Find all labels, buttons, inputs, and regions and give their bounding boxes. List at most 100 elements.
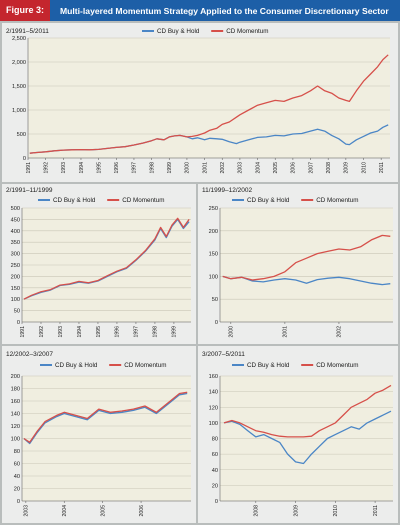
x-tick-label: 2004 <box>62 505 68 517</box>
y-tick-label: 160 <box>11 399 20 405</box>
y-tick-label: 20 <box>14 487 20 493</box>
momentum-series-line <box>222 234 391 281</box>
y-tick-label: 140 <box>11 412 20 418</box>
y-tick-label: 160 <box>209 374 218 380</box>
figure-header: Figure 3: Multi-layered Momentum Strateg… <box>0 0 400 21</box>
x-tick-label: 2002 <box>337 326 343 338</box>
y-tick-label: 0 <box>23 156 26 162</box>
x-tick-label: 1993 <box>58 326 64 338</box>
x-tick-label: 1994 <box>79 162 85 174</box>
legend-label: CD Buy & Hold <box>53 197 96 204</box>
y-tick-label: 120 <box>209 405 218 411</box>
period-label: 11/1999–12/2002 <box>202 187 253 194</box>
y-tick-label: 180 <box>11 387 20 393</box>
plot-area <box>28 38 390 158</box>
chart-panel-full-period: 2/1991–5/2011 0 500 1,000 1,500 2,000 2,500 199… <box>2 23 398 182</box>
y-tick-label: 60 <box>14 462 20 468</box>
y-tick-label: 40 <box>14 474 20 480</box>
y-tick-label: 120 <box>11 424 20 430</box>
y-tick-label: 20 <box>212 483 218 489</box>
x-tick-label: 2004 <box>255 162 261 174</box>
x-tick-label: 2005 <box>100 505 106 517</box>
x-tick-label: 1991 <box>20 326 26 338</box>
y-tick-label: 140 <box>209 390 218 396</box>
legend-label: CD Buy & Hold <box>157 28 200 35</box>
x-tick-label: 2006 <box>291 162 297 174</box>
y-tick-label: 250 <box>11 263 20 269</box>
y-tick-label: 40 <box>212 468 218 474</box>
y-tick-label: 2,500 <box>12 36 26 42</box>
period-label: 2/1991–5/2011 <box>6 28 49 35</box>
momentum-series-line <box>23 217 190 300</box>
figure-label: Figure 3: <box>0 0 51 21</box>
y-tick-label: 150 <box>209 252 218 258</box>
y-tick-label: 150 <box>11 286 20 292</box>
y-tick-label: 0 <box>215 320 218 326</box>
x-tick-label: 1999 <box>172 326 178 338</box>
legend-label: CD Buy & Hold <box>55 362 98 369</box>
y-tick-label: 1,500 <box>12 84 26 90</box>
x-tick-label: 1994 <box>77 326 83 338</box>
legend-label: CD Buy & Hold <box>247 197 290 204</box>
buy-hold-series-line <box>223 410 392 465</box>
chart-1991-1999: 2/1991–11/1999 0 50 100 150 200 250 300 350 400 45… <box>6 187 191 338</box>
y-tick-label: 0 <box>17 499 20 505</box>
y-tick-label: 60 <box>212 452 218 458</box>
x-tick-label: 2010 <box>333 505 339 517</box>
x-tick-label: 1992 <box>43 162 49 174</box>
y-tick-label: 500 <box>17 132 26 138</box>
legend-label: CD Momentum <box>316 362 358 369</box>
x-tick-label: 1997 <box>134 326 140 338</box>
x-tick-label: 1998 <box>149 162 155 174</box>
x-tick-label: 2011 <box>379 162 385 173</box>
y-tick-label: 100 <box>11 437 20 443</box>
x-tick-label: 2010 <box>361 162 367 174</box>
legend-label: CD Momentum <box>122 197 164 204</box>
x-tick-label: 1995 <box>96 326 102 338</box>
period-label: 12/2002–3/2007 <box>6 351 53 358</box>
x-tick-label: 2002 <box>220 162 226 174</box>
y-tick-label: 100 <box>11 297 20 303</box>
y-tick-label: 300 <box>11 252 20 258</box>
x-tick-label: 2000 <box>185 162 191 174</box>
x-tick-label: 1992 <box>39 326 45 338</box>
x-tick-label: 1998 <box>153 326 159 338</box>
x-tick-label: 2007 <box>308 162 314 174</box>
plot-area <box>220 208 393 322</box>
y-tick-label: 0 <box>215 499 218 505</box>
x-tick-label: 2008 <box>254 505 260 517</box>
y-tick-label: 250 <box>209 206 218 212</box>
x-tick-label: 1996 <box>114 162 120 174</box>
x-tick-label: 2009 <box>344 162 350 174</box>
y-tick-label: 350 <box>11 240 20 246</box>
x-tick-label: 2006 <box>139 505 145 517</box>
y-tick-label: 200 <box>209 229 218 235</box>
y-tick-label: 1,000 <box>12 108 26 114</box>
chart-2002-2007: 12/2002–3/2007 0 20 40 60 80 100 120 140 160 180 20… <box>6 351 191 517</box>
x-tick-label: 2000 <box>229 326 235 338</box>
figure-title: Multi-layered Momentum Strategy Applied … <box>60 5 389 16</box>
legend-label: CD Buy & Hold <box>247 362 290 369</box>
chart-panel-1991-1999: 2/1991–11/1999 0 50 100 150 200 250 300 350 400 45… <box>2 184 196 344</box>
chart-1999-2002: 11/1999–12/2002 0 50 100 150 200 250 2000 2001 20… <box>202 187 393 338</box>
x-tick-label: 1991 <box>26 162 32 174</box>
y-tick-label: 0 <box>17 320 20 326</box>
y-tick-label: 200 <box>11 274 20 280</box>
momentum-series-line <box>29 54 389 154</box>
buy-hold-series-line <box>23 392 188 445</box>
momentum-series-line <box>23 391 188 443</box>
x-tick-label: 2003 <box>238 162 244 174</box>
legend-label: CD Momentum <box>226 28 268 35</box>
chart-2007-2011: 3/2007–5/2011 0 20 40 60 80 100 120 140 160 2008 20… <box>202 351 393 517</box>
y-tick-label: 450 <box>11 217 20 223</box>
x-tick-label: 1993 <box>61 162 67 174</box>
x-tick-label: 2011 <box>373 505 379 516</box>
legend-label: CD Momentum <box>316 197 358 204</box>
momentum-series-line <box>223 384 392 438</box>
chart-panel-2002-2007: 12/2002–3/2007 0 20 40 60 80 100 120 140 160 180 20… <box>2 346 196 523</box>
x-tick-label: 2001 <box>202 162 208 174</box>
x-tick-label: 2003 <box>24 505 30 517</box>
x-tick-label: 1995 <box>96 162 102 174</box>
y-tick-label: 50 <box>14 309 20 315</box>
y-tick-label: 80 <box>14 449 20 455</box>
